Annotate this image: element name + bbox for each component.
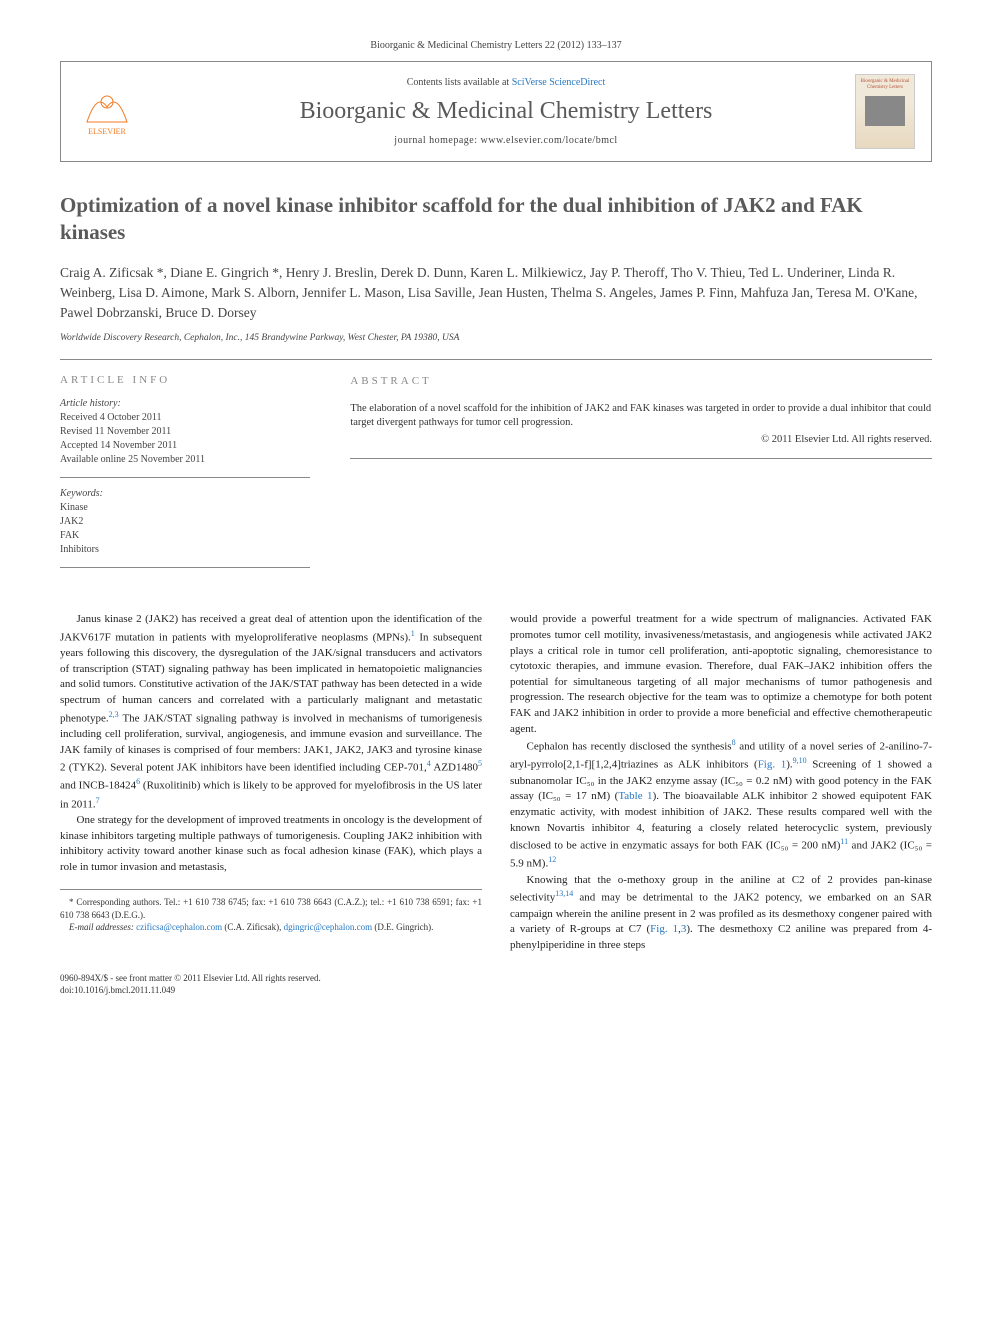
email-addresses: E-mail addresses: czificsa@cephalon.com … <box>60 921 482 933</box>
cover-thumb-title: Bioorganic & Medicinal Chemistry Letters <box>860 79 910 90</box>
info-abstract-row: ARTICLE INFO Article history: Received 4… <box>60 359 932 582</box>
ref-link[interactable]: 9,10 <box>793 756 807 765</box>
contents-lists-line: Contents lists available at SciVerse Sci… <box>157 77 855 88</box>
footnotes: * Corresponding authors. Tel.: +1 610 73… <box>60 889 482 932</box>
homepage-prefix: journal homepage: <box>394 135 480 146</box>
journal-header-box: ELSEVIER Contents lists available at Sci… <box>60 61 932 162</box>
table-link[interactable]: Table 1 <box>618 790 652 802</box>
email-who: (D.E. Gingrich). <box>372 922 433 932</box>
doi-line: doi:10.1016/j.bmcl.2011.11.049 <box>60 985 932 997</box>
header-citation: Bioorganic & Medicinal Chemistry Letters… <box>60 40 932 51</box>
abstract-text: The elaboration of a novel scaffold for … <box>350 402 932 459</box>
elsevier-label: ELSEVIER <box>88 127 126 136</box>
corresponding-authors: * Corresponding authors. Tel.: +1 610 73… <box>60 896 482 920</box>
abstract-body: The elaboration of a novel scaffold for … <box>350 403 931 429</box>
body-paragraph: would provide a powerful treatment for a… <box>510 612 932 737</box>
figure-link[interactable]: Fig. 1 <box>650 923 678 935</box>
keyword: JAK2 <box>60 515 310 529</box>
ref-link[interactable]: 2,3 <box>109 710 119 719</box>
ref-link[interactable]: 12 <box>548 855 556 864</box>
received-date: Received 4 October 2011 <box>60 411 310 425</box>
body-text: Cephalon has recently disclosed the synt… <box>527 741 732 753</box>
ref-link[interactable]: 5 <box>478 759 482 768</box>
ref-link[interactable]: 11 <box>840 837 848 846</box>
sciencedirect-link[interactable]: SciVerse ScienceDirect <box>512 77 606 88</box>
abstract-column: ABSTRACT The elaboration of a novel scaf… <box>330 360 932 582</box>
body-text: AZD1480 <box>431 762 478 774</box>
accepted-date: Accepted 14 November 2011 <box>60 439 310 453</box>
page-footer: 0960-894X/$ - see front matter © 2011 El… <box>60 973 932 996</box>
cover-thumb-image <box>865 96 905 126</box>
email-link[interactable]: dgingric@cephalon.com <box>284 922 373 932</box>
body-text: The JAK/STAT signaling pathway is involv… <box>60 712 482 773</box>
article-title: Optimization of a novel kinase inhibitor… <box>60 192 932 247</box>
ref-link[interactable]: 13,14 <box>555 889 573 898</box>
email-link[interactable]: czificsa@cephalon.com <box>136 922 222 932</box>
body-text: In subsequent years following this disco… <box>60 632 482 725</box>
article-info-column: ARTICLE INFO Article history: Received 4… <box>60 360 330 582</box>
body-paragraph: One strategy for the development of impr… <box>60 813 482 875</box>
body-paragraph: Knowing that the o-methoxy group in the … <box>510 873 932 954</box>
body-text: One strategy for the development of impr… <box>60 814 482 873</box>
abstract-copyright: © 2011 Elsevier Ltd. All rights reserved… <box>350 433 932 448</box>
available-date: Available online 25 November 2011 <box>60 453 310 467</box>
history-heading: Article history: <box>60 398 310 409</box>
body-paragraph: Cephalon has recently disclosed the synt… <box>510 737 932 873</box>
body-paragraph: Janus kinase 2 (JAK2) has received a gre… <box>60 612 482 813</box>
figure-link[interactable]: Fig. 1 <box>758 759 787 771</box>
elsevier-logo: ELSEVIER <box>77 82 137 142</box>
article-body: Janus kinase 2 (JAK2) has received a gre… <box>60 612 932 953</box>
copyright-line: 0960-894X/$ - see front matter © 2011 El… <box>60 973 932 985</box>
keywords-section: Keywords: Kinase JAK2 FAK Inhibitors <box>60 488 310 568</box>
journal-cover-thumbnail: Bioorganic & Medicinal Chemistry Letters <box>855 74 915 149</box>
affiliation: Worldwide Discovery Research, Cephalon, … <box>60 333 932 343</box>
article-history-section: Article history: Received 4 October 2011… <box>60 398 310 478</box>
email-label: E-mail addresses: <box>69 922 136 932</box>
body-text: and INCB-18424 <box>60 780 136 792</box>
header-center: Contents lists available at SciVerse Sci… <box>157 77 855 146</box>
keywords-heading: Keywords: <box>60 488 310 499</box>
email-who: (C.A. Zificsak), <box>222 922 283 932</box>
authors-list: Craig A. Zificsak *, Diane E. Gingrich *… <box>60 263 932 324</box>
journal-homepage: journal homepage: www.elsevier.com/locat… <box>157 135 855 146</box>
revised-date: Revised 11 November 2011 <box>60 425 310 439</box>
keyword: Inhibitors <box>60 543 310 557</box>
abstract-heading: ABSTRACT <box>350 374 932 389</box>
journal-name: Bioorganic & Medicinal Chemistry Letters <box>157 98 855 125</box>
keyword: Kinase <box>60 501 310 515</box>
ref-link[interactable]: 7 <box>96 796 100 805</box>
keyword: FAK <box>60 529 310 543</box>
body-text: would provide a powerful treatment for a… <box>510 613 932 734</box>
homepage-url: www.elsevier.com/locate/bmcl <box>481 135 618 146</box>
article-info-heading: ARTICLE INFO <box>60 374 310 386</box>
contents-prefix: Contents lists available at <box>407 77 512 88</box>
